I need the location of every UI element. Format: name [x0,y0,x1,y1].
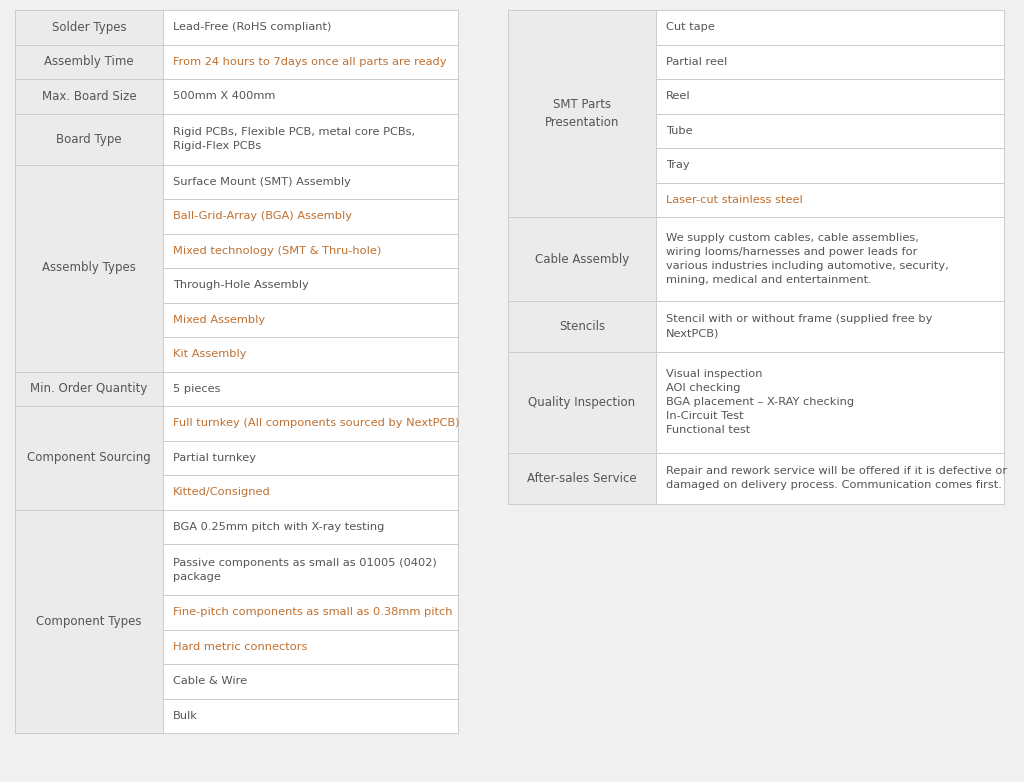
Bar [508,453,656,504]
Bar [656,148,1004,182]
Text: 500mm X 400mm: 500mm X 400mm [173,91,275,101]
Bar [163,664,458,698]
Bar [656,113,1004,148]
Text: Through-Hole Assembly: Through-Hole Assembly [173,280,309,290]
Text: Component Types: Component Types [36,615,141,628]
Text: Assembly Types: Assembly Types [42,261,136,274]
Bar [163,268,458,303]
Text: Cut tape: Cut tape [666,22,715,32]
Text: Tube: Tube [666,126,692,136]
Bar [656,352,1004,453]
Text: Tray: Tray [666,160,689,170]
Text: Cable & Wire: Cable & Wire [173,676,247,687]
Bar [163,113,458,164]
Bar [163,475,458,510]
Bar [15,371,163,406]
Text: BGA 0.25mm pitch with X-ray testing: BGA 0.25mm pitch with X-ray testing [173,522,384,532]
Text: Full turnkey (All components sourced by NextPCB): Full turnkey (All components sourced by … [173,418,460,429]
Bar [163,595,458,630]
Text: Stencil with or without frame (supplied free by
NextPCB): Stencil with or without frame (supplied … [666,314,933,339]
Text: Board Type: Board Type [56,132,122,145]
Text: Lead-Free (RoHS compliant): Lead-Free (RoHS compliant) [173,22,332,32]
Bar [15,79,163,113]
Text: Reel: Reel [666,91,690,101]
Bar [508,352,656,453]
Bar [656,45,1004,79]
Text: Quality Inspection: Quality Inspection [528,396,636,409]
Bar [163,199,458,234]
Text: Passive components as small as 01005 (0402)
package: Passive components as small as 01005 (04… [173,558,437,582]
Text: Kitted/Consigned: Kitted/Consigned [173,487,270,497]
Bar [656,217,1004,301]
Text: Solder Types: Solder Types [51,21,126,34]
Bar [656,10,1004,45]
Bar [508,301,656,352]
Bar [15,113,163,164]
Bar [163,79,458,113]
Text: Visual inspection
AOI checking
BGA placement – X-RAY checking
In-Circuit Test
Fu: Visual inspection AOI checking BGA place… [666,369,854,436]
Bar [163,164,458,199]
Text: Mixed Assembly: Mixed Assembly [173,314,265,325]
Bar [163,337,458,371]
Bar [163,406,458,440]
Text: Component Sourcing: Component Sourcing [27,451,151,465]
Bar [163,45,458,79]
Bar [163,234,458,268]
Text: Stencils: Stencils [559,320,605,333]
Text: From 24 hours to 7days once all parts are ready: From 24 hours to 7days once all parts ar… [173,57,446,66]
Bar [508,10,656,217]
Text: Ball-Grid-Array (BGA) Assembly: Ball-Grid-Array (BGA) Assembly [173,211,352,221]
Text: Hard metric connectors: Hard metric connectors [173,642,307,651]
Bar [15,45,163,79]
Text: Repair and rework service will be offered if it is defective or
damaged on deliv: Repair and rework service will be offere… [666,466,1008,490]
Bar [163,510,458,544]
Bar [163,10,458,45]
Bar [656,301,1004,352]
Bar [163,544,458,595]
Text: We supply custom cables, cable assemblies,
wiring looms/harnesses and power lead: We supply custom cables, cable assemblie… [666,233,949,285]
Bar [656,79,1004,113]
Text: SMT Parts
Presentation: SMT Parts Presentation [545,99,620,128]
Text: After-sales Service: After-sales Service [527,472,637,485]
Text: Bulk: Bulk [173,711,198,721]
Text: Partial reel: Partial reel [666,57,727,66]
Text: Kit Assembly: Kit Assembly [173,350,247,359]
Bar [656,453,1004,504]
Bar [15,164,163,371]
Bar [163,303,458,337]
Text: Assembly Time: Assembly Time [44,56,134,68]
Text: Surface Mount (SMT) Assembly: Surface Mount (SMT) Assembly [173,177,351,187]
Bar [656,182,1004,217]
Bar [508,217,656,301]
Bar [163,630,458,664]
Text: Min. Order Quantity: Min. Order Quantity [31,382,147,395]
Bar [163,371,458,406]
Bar [15,406,163,510]
Bar [163,440,458,475]
Text: Partial turnkey: Partial turnkey [173,453,256,463]
Text: Fine-pitch components as small as 0.38mm pitch: Fine-pitch components as small as 0.38mm… [173,608,453,617]
Text: 5 pieces: 5 pieces [173,384,220,394]
Text: Mixed technology (SMT & Thru-hole): Mixed technology (SMT & Thru-hole) [173,246,381,256]
Text: Max. Board Size: Max. Board Size [42,90,136,102]
Bar [15,510,163,733]
Text: Cable Assembly: Cable Assembly [535,253,629,266]
Bar [163,698,458,733]
Text: Laser-cut stainless steel: Laser-cut stainless steel [666,195,803,205]
Text: Rigid PCBs, Flexible PCB, metal core PCBs,
Rigid-Flex PCBs: Rigid PCBs, Flexible PCB, metal core PCB… [173,127,415,151]
Bar [15,10,163,45]
